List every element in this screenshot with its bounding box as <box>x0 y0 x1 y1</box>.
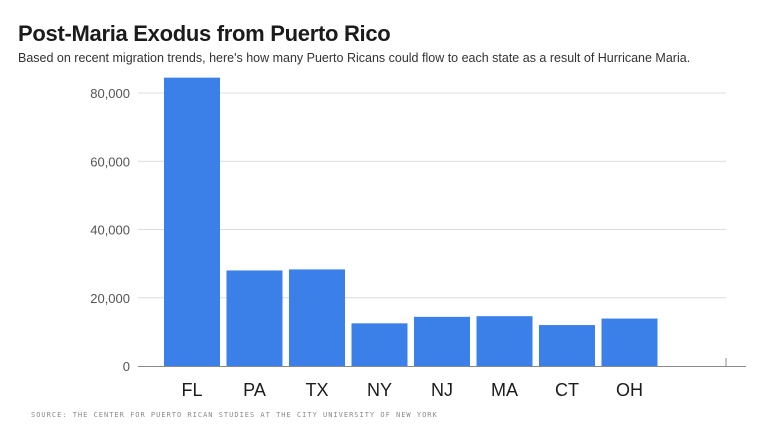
y-tick-label: 80,000 <box>90 86 130 101</box>
bar-ct <box>539 325 595 366</box>
y-tick-label: 20,000 <box>90 291 130 306</box>
gridlines <box>138 92 726 299</box>
bar-ma <box>476 316 533 366</box>
source-note: SOURCE: THE CENTER FOR PUERTO RICAN STUD… <box>31 411 438 419</box>
x-tick-label: OH <box>616 380 643 400</box>
x-tick-label: FL <box>181 380 202 400</box>
x-tick-label: PA <box>243 380 266 400</box>
bar-nj <box>414 316 470 366</box>
x-tick-label: CT <box>555 380 579 400</box>
y-tick-label: 60,000 <box>90 154 130 169</box>
bar-tx <box>289 269 345 366</box>
x-axis-ticks: FL PA TX NY NJ MA CT OH <box>181 380 643 400</box>
y-axis-ticks: 0 20,000 40,000 60,000 80,000 <box>90 86 130 374</box>
bar-pa <box>226 270 283 366</box>
x-tick-label: MA <box>491 380 518 400</box>
bars <box>164 77 658 367</box>
bar-fl <box>164 77 220 367</box>
chart-title: Post-Maria Exodus from Puerto Rico <box>18 21 391 46</box>
x-tick-label: TX <box>305 380 328 400</box>
bar-oh <box>601 318 658 366</box>
bar-ny <box>351 323 408 366</box>
y-tick-label: 40,000 <box>90 223 130 238</box>
x-tick-label: NY <box>367 380 392 400</box>
y-tick-label: 0 <box>123 359 130 374</box>
x-tick-label: NJ <box>431 380 453 400</box>
chart-subtitle: Based on recent migration trends, here's… <box>18 51 691 65</box>
